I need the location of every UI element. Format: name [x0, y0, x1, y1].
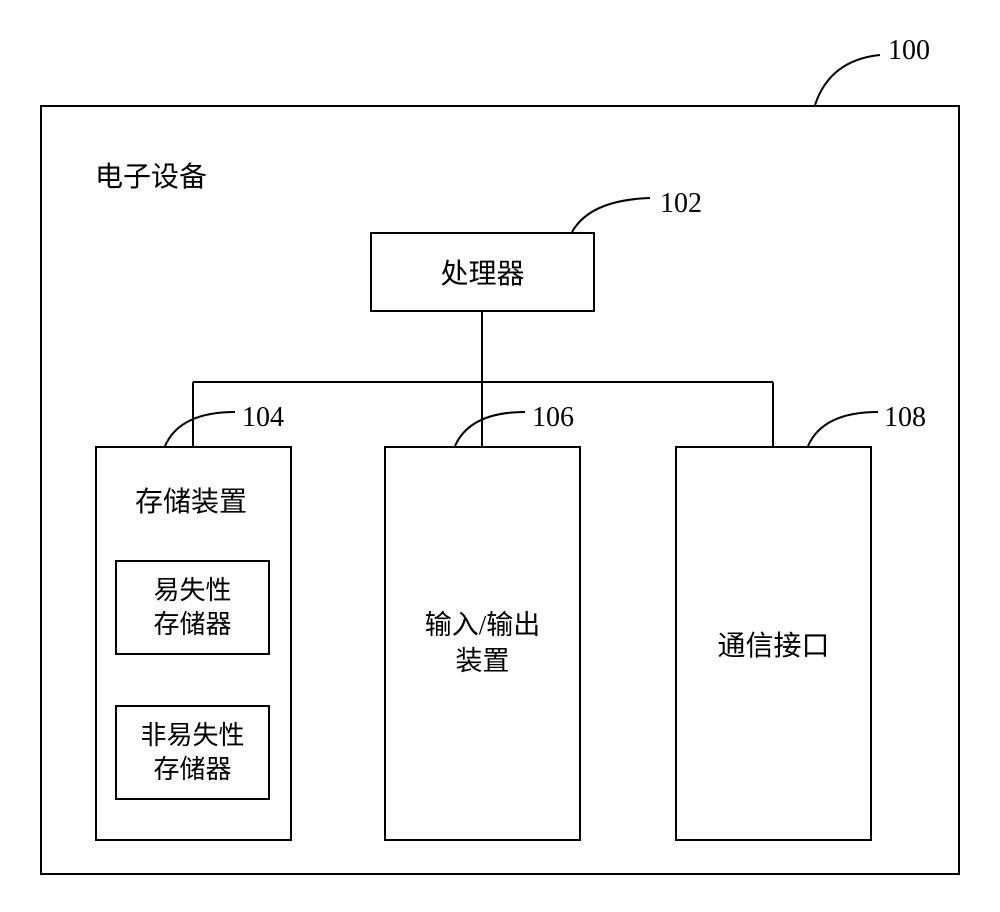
comm-label: 通信接口 — [717, 624, 829, 664]
volatile-memory-label: 易失性 存储器 — [153, 574, 231, 642]
ref-label-106: 106 — [532, 402, 574, 434]
io-label: 输入/输出 装置 — [425, 608, 541, 678]
nonvolatile-memory-label: 非易失性 存储器 — [140, 719, 244, 787]
ref-label-104: 104 — [242, 402, 284, 434]
outer-title: 电子设备 — [95, 155, 207, 195]
io-box: 输入/输出 装置 — [384, 446, 581, 841]
processor-box: 处理器 — [370, 232, 595, 312]
processor-label: 处理器 — [440, 252, 524, 292]
volatile-memory-box: 易失性 存储器 — [115, 560, 270, 655]
ref-label-102: 102 — [660, 188, 702, 220]
comm-box: 通信接口 — [675, 446, 872, 841]
ref-label-100: 100 — [888, 35, 930, 67]
storage-label: 存储装置 — [135, 480, 247, 520]
ref-label-108: 108 — [884, 402, 926, 434]
nonvolatile-memory-box: 非易失性 存储器 — [115, 705, 270, 800]
